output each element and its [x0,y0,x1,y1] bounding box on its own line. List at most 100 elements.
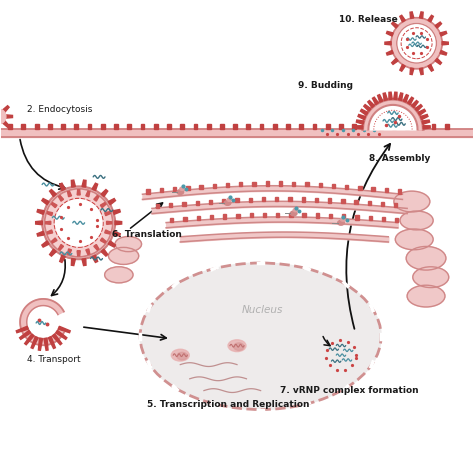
Polygon shape [60,255,65,263]
Polygon shape [368,100,374,108]
Bar [265,182,269,186]
Polygon shape [37,210,44,214]
Bar [252,182,255,186]
Polygon shape [94,245,99,250]
Polygon shape [410,68,414,74]
Polygon shape [2,120,9,128]
Polygon shape [51,238,57,243]
Ellipse shape [171,349,189,361]
Ellipse shape [400,211,433,230]
Circle shape [42,186,115,259]
Bar [326,124,329,129]
Polygon shape [101,249,108,256]
Ellipse shape [177,352,187,360]
Polygon shape [72,259,75,265]
Polygon shape [356,126,363,129]
Bar [128,124,131,129]
Bar [248,198,252,202]
Ellipse shape [115,237,142,252]
Bar [341,199,345,203]
Bar [286,124,290,129]
Bar [356,215,359,219]
Polygon shape [107,221,112,224]
Polygon shape [356,120,364,124]
Bar [21,124,25,129]
Bar [61,124,65,129]
Bar [101,124,105,129]
Polygon shape [16,326,28,333]
Polygon shape [400,64,405,71]
Bar [180,124,184,129]
Polygon shape [435,58,442,64]
Bar [262,197,265,201]
Bar [160,188,163,192]
Polygon shape [392,22,398,28]
Bar [276,213,279,217]
Bar [249,213,253,218]
Polygon shape [86,191,90,197]
Bar [305,182,309,186]
Bar [395,218,398,222]
Polygon shape [58,196,64,201]
Polygon shape [419,12,423,18]
Bar [398,190,401,194]
Polygon shape [38,338,43,350]
Polygon shape [72,180,75,187]
Bar [313,124,317,129]
Bar [372,187,375,191]
Ellipse shape [228,340,246,352]
Bar [239,182,242,186]
Bar [385,188,388,192]
Polygon shape [58,245,64,250]
Bar [197,216,200,220]
Circle shape [391,18,442,69]
Bar [193,124,197,129]
Bar [74,124,78,129]
Bar [342,214,346,219]
Bar [210,215,213,219]
Bar [233,124,237,129]
Polygon shape [394,92,397,100]
Bar [196,201,199,205]
Ellipse shape [395,229,433,250]
Polygon shape [411,100,418,108]
Polygon shape [364,105,371,111]
Polygon shape [77,190,80,195]
Bar [352,124,356,129]
Polygon shape [378,95,383,102]
Bar [182,201,186,206]
Ellipse shape [105,267,133,283]
Polygon shape [94,196,99,201]
Polygon shape [36,221,42,225]
Text: 2. Endocytosis: 2. Endocytosis [27,105,92,114]
Polygon shape [58,326,70,333]
Polygon shape [19,330,31,339]
Bar [379,124,383,129]
Bar [223,214,227,219]
Polygon shape [422,120,429,124]
Polygon shape [44,338,48,350]
Polygon shape [31,337,38,348]
Ellipse shape [337,220,344,225]
Polygon shape [47,212,53,216]
Bar [292,182,295,186]
Polygon shape [392,58,398,64]
Polygon shape [419,68,423,74]
Bar [263,213,266,217]
Bar [88,124,91,129]
Circle shape [0,109,6,124]
Polygon shape [50,249,56,256]
Bar [209,200,212,204]
Bar [141,124,145,129]
Ellipse shape [406,246,446,270]
Polygon shape [358,114,365,119]
Polygon shape [385,42,391,45]
Bar [220,124,224,129]
Polygon shape [92,255,98,263]
Bar [222,199,226,203]
Bar [154,124,157,129]
Bar [328,198,331,202]
Polygon shape [415,105,422,111]
Polygon shape [2,106,9,113]
Bar [419,124,422,129]
